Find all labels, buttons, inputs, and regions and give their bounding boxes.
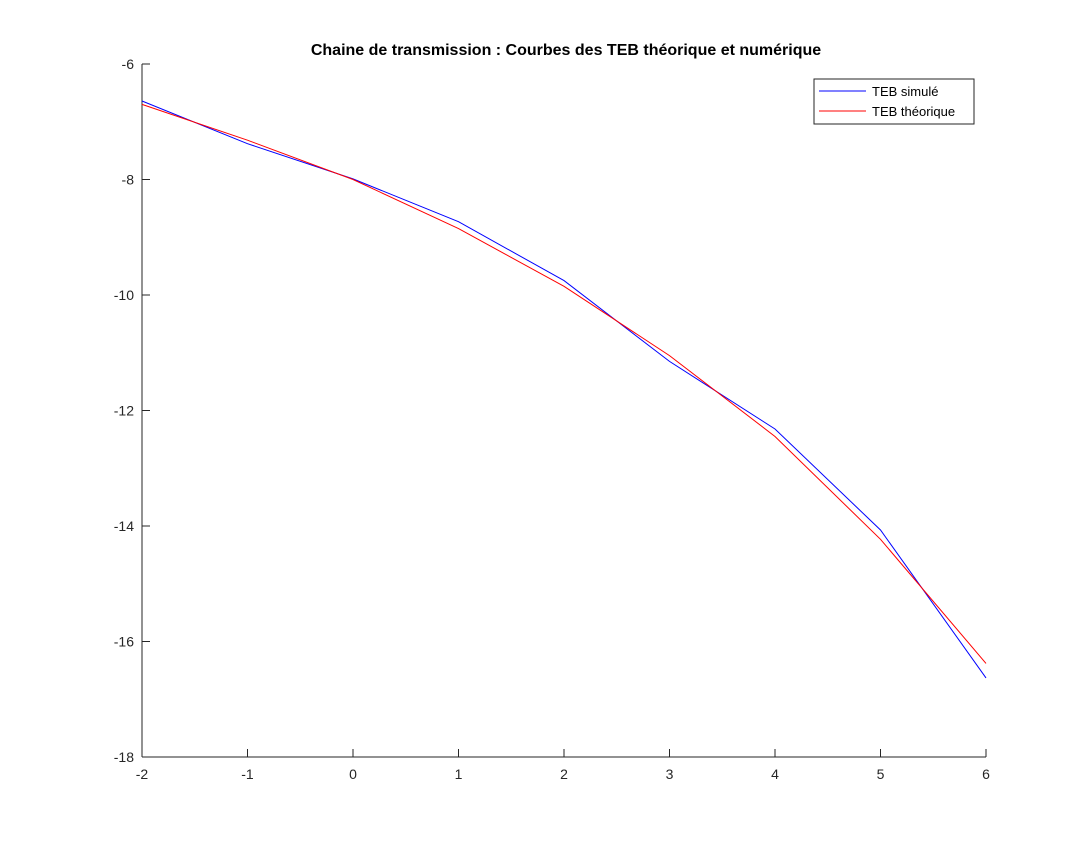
x-tick-label: 1 <box>455 766 463 782</box>
plot-area: -2 -1 0 1 2 3 4 5 6-6-8-10-12-14-16-18 <box>114 56 990 782</box>
legend: TEB simulé TEB théorique <box>813 78 975 125</box>
x-tick-label: 5 <box>877 766 885 782</box>
x-tick-label: 6 <box>982 766 990 782</box>
x-tick-label: -2 <box>136 766 149 782</box>
series-line-1 <box>141 103 987 664</box>
x-tick-label: 0 <box>349 766 357 782</box>
y-tick-label: -8 <box>122 172 135 188</box>
x-tick-label: -1 <box>241 766 254 782</box>
legend-label: TEB théorique <box>872 104 955 119</box>
y-tick-label: -14 <box>114 518 134 534</box>
y-tick-label: -10 <box>114 287 134 303</box>
y-tick-label: -16 <box>114 634 134 650</box>
legend-box <box>813 78 975 125</box>
y-tick-label: -18 <box>114 749 134 765</box>
series-line-0 <box>141 100 987 679</box>
x-tick-label: 2 <box>560 766 568 782</box>
x-tick-label: 4 <box>771 766 779 782</box>
legend-label: TEB simulé <box>872 84 938 99</box>
y-tick-label: -12 <box>114 403 134 419</box>
chart-title: Chaine de transmission : Courbes des TEB… <box>311 42 821 59</box>
x-tick-label: 3 <box>666 766 674 782</box>
y-tick-label: -6 <box>122 56 135 72</box>
